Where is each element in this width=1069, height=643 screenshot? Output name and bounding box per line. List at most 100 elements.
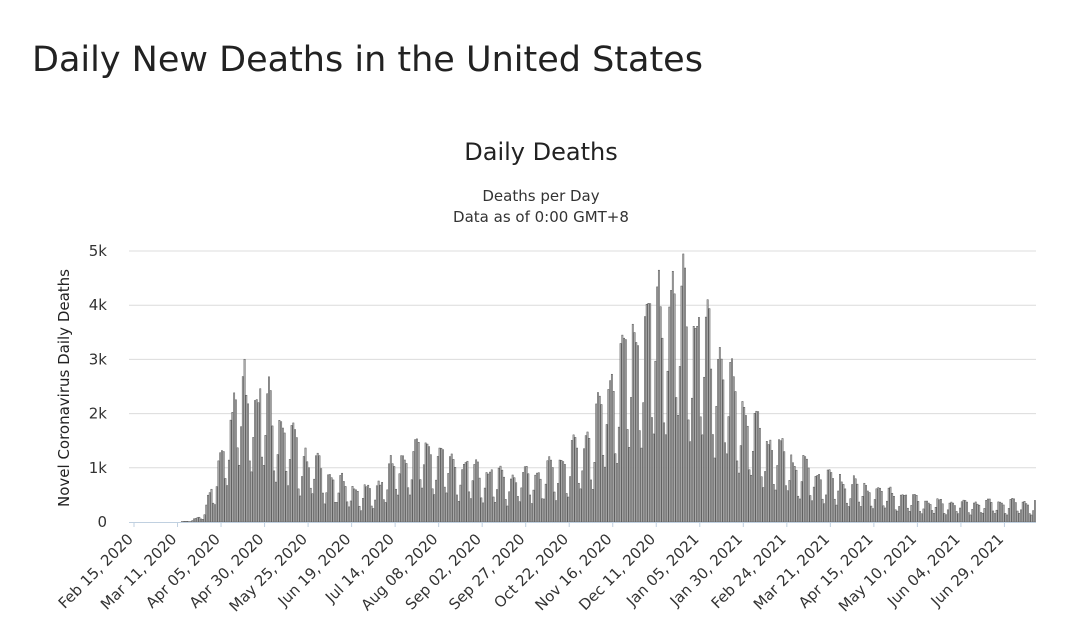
bar xyxy=(464,462,467,523)
bar xyxy=(591,489,594,523)
bar xyxy=(445,492,448,523)
bar xyxy=(229,419,232,523)
bar xyxy=(261,456,263,523)
bar xyxy=(1006,514,1008,523)
bar xyxy=(384,502,387,523)
bar xyxy=(976,503,979,523)
bar xyxy=(447,473,450,523)
bar xyxy=(722,379,725,523)
bar xyxy=(866,490,869,523)
bar xyxy=(795,469,798,523)
bar xyxy=(332,479,335,523)
bar xyxy=(469,498,472,523)
bar xyxy=(659,306,662,523)
bar xyxy=(1018,513,1021,523)
bar xyxy=(365,486,368,523)
bar xyxy=(247,403,249,523)
bar xyxy=(355,489,357,523)
bar xyxy=(595,403,598,523)
bar xyxy=(468,491,471,523)
bar xyxy=(609,380,612,523)
bar xyxy=(499,465,502,523)
bar xyxy=(273,470,276,523)
bar xyxy=(957,513,960,523)
bar xyxy=(370,505,373,523)
bar xyxy=(374,499,377,523)
bar xyxy=(389,455,392,523)
bar xyxy=(485,472,488,523)
bar xyxy=(490,469,493,523)
bar xyxy=(642,402,645,523)
bar xyxy=(360,510,363,523)
bar xyxy=(711,434,714,523)
bar xyxy=(699,416,702,523)
bar xyxy=(767,444,770,523)
bar xyxy=(1021,501,1024,523)
bar xyxy=(379,484,382,523)
bar xyxy=(266,393,269,523)
bar xyxy=(238,464,241,523)
bar xyxy=(483,487,486,523)
bar xyxy=(219,452,222,523)
bar xyxy=(913,494,916,523)
bar xyxy=(264,435,267,523)
bar xyxy=(920,513,923,523)
bar xyxy=(309,487,312,523)
bar xyxy=(941,503,944,523)
bar xyxy=(358,505,361,523)
bar xyxy=(297,488,300,523)
bar xyxy=(828,469,831,523)
bar xyxy=(320,468,323,523)
bar xyxy=(997,501,1000,523)
bar xyxy=(990,502,993,523)
bar xyxy=(283,432,286,523)
bar xyxy=(739,445,742,523)
bar xyxy=(224,478,227,523)
bar xyxy=(626,429,629,523)
bar xyxy=(718,347,721,523)
bar xyxy=(1028,513,1031,523)
bar xyxy=(638,430,641,523)
bar xyxy=(203,514,206,523)
bar xyxy=(342,481,345,523)
bar xyxy=(372,508,375,523)
bar xyxy=(793,466,796,523)
bar xyxy=(416,438,418,523)
bar xyxy=(647,303,650,523)
bar xyxy=(1013,498,1015,523)
bar xyxy=(583,448,585,523)
bar xyxy=(663,422,666,523)
bar xyxy=(851,484,854,523)
bar xyxy=(388,463,390,523)
bar xyxy=(845,502,848,523)
bar xyxy=(983,508,986,523)
bar xyxy=(459,484,462,523)
bar xyxy=(240,426,243,523)
bar xyxy=(393,466,396,523)
bar xyxy=(344,486,347,523)
bar xyxy=(349,500,352,523)
bar xyxy=(736,460,739,523)
bar xyxy=(971,509,974,523)
bar xyxy=(523,466,526,523)
bar xyxy=(546,460,549,523)
bar xyxy=(553,491,556,523)
bar xyxy=(651,417,653,523)
bar xyxy=(927,502,930,523)
bar xyxy=(518,501,521,523)
bar xyxy=(233,392,236,523)
bar xyxy=(208,492,211,523)
bar xyxy=(999,501,1002,523)
bar xyxy=(889,486,892,523)
x-tick-label: Mar 21, 2021 xyxy=(750,530,833,613)
bar xyxy=(1027,504,1029,523)
bar xyxy=(543,498,545,523)
bar xyxy=(623,337,625,523)
bar xyxy=(797,495,800,523)
bar xyxy=(696,326,699,523)
bar xyxy=(1025,503,1028,523)
bar xyxy=(720,358,723,523)
bar xyxy=(442,449,444,523)
bar xyxy=(717,359,720,523)
bar xyxy=(337,492,340,523)
